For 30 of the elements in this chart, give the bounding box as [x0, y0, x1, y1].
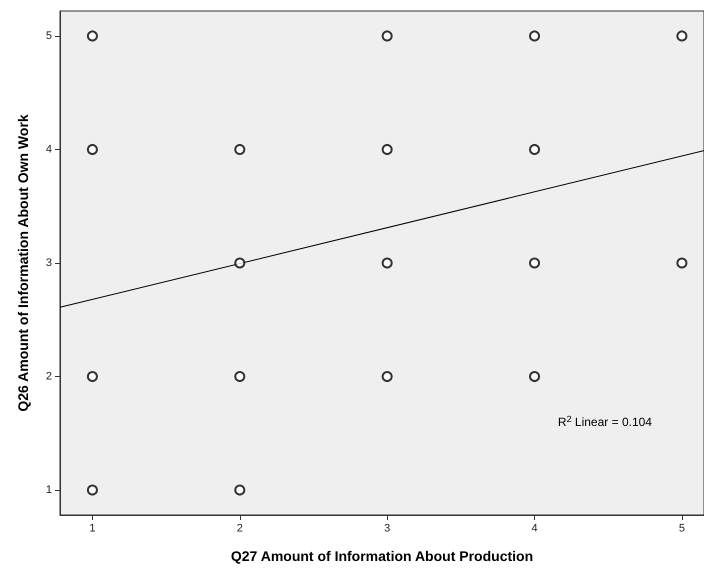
x-tick-label: 4: [531, 522, 538, 534]
point: [234, 258, 246, 268]
point: [86, 371, 98, 382]
point: [529, 371, 540, 382]
point: [234, 484, 246, 496]
x-tick-label: 2: [236, 522, 243, 534]
x-tick-label: 1: [89, 522, 96, 534]
x-axis-title: Q27 Amount of Information About Production: [230, 548, 534, 564]
point: [382, 144, 393, 155]
point: [86, 144, 98, 155]
point: [234, 144, 246, 155]
y-tick-label: 2: [46, 370, 52, 383]
y-tick-label: 3: [46, 257, 52, 269]
point: [86, 484, 98, 496]
point: [529, 258, 540, 268]
point: [382, 258, 393, 268]
y-tick-label: 5: [46, 30, 52, 42]
y-axis-title: Q26 Amount of Information About Own Work: [15, 114, 31, 412]
x-tick-label: 5: [678, 522, 685, 534]
y-tick-label: 1: [46, 484, 52, 496]
x-tick-label: 3: [384, 522, 390, 534]
point: [529, 30, 540, 42]
point: [234, 371, 246, 382]
point: [676, 30, 688, 42]
point: [529, 144, 540, 155]
point: [86, 30, 98, 42]
point: [382, 371, 393, 382]
point: [676, 258, 688, 268]
y-tick-label: 4: [46, 143, 52, 156]
point: [382, 30, 393, 42]
